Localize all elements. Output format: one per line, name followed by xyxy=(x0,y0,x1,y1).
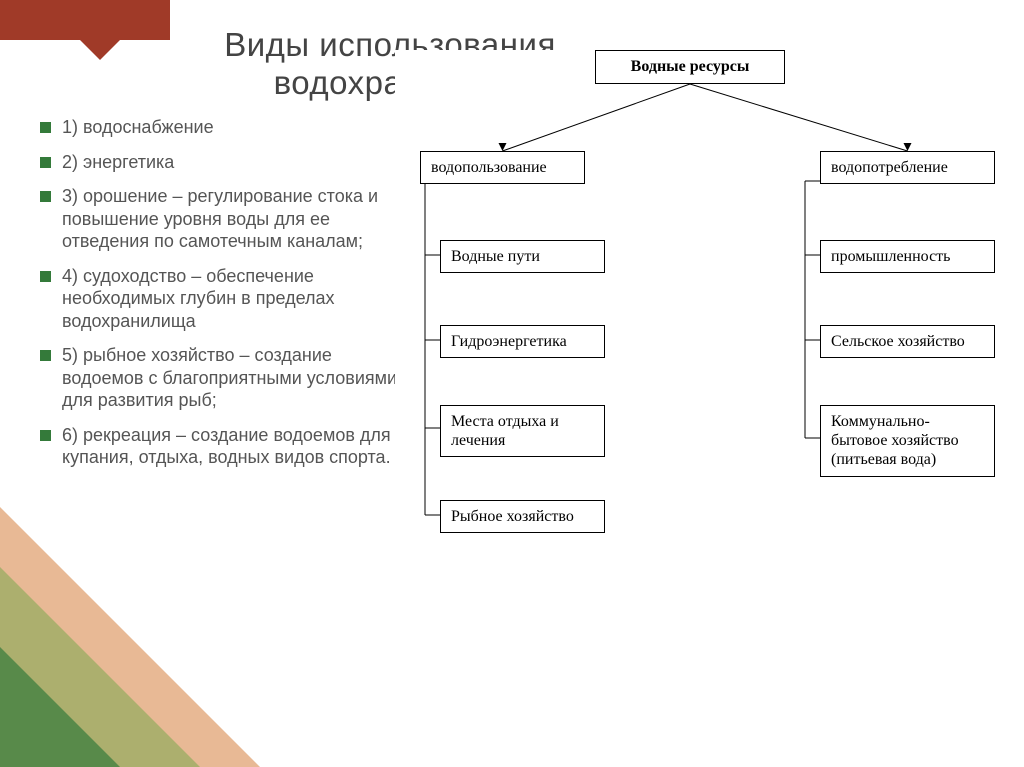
diagram-node-u1: Водные пути xyxy=(440,240,605,273)
list-item: 2) энергетика xyxy=(40,145,410,180)
uses-list: 1) водоснабжение2) энергетика3) орошение… xyxy=(40,110,410,475)
decorative-corner-bottom xyxy=(0,507,260,767)
diagram-node-use: водопользование xyxy=(420,151,585,184)
diagram-node-cons: водопотребление xyxy=(820,151,995,184)
list-item: 3) орошение – регулирование стока и повы… xyxy=(40,179,410,259)
water-resources-diagram: Водные ресурсы водопользование водопотребл… xyxy=(395,50,1015,720)
diagram-node-c3: Коммунально-бытовое хозяйство (питьевая … xyxy=(820,405,995,477)
list-item: 5) рыбное хозяйство – создание водоемов … xyxy=(40,338,410,418)
diagram-node-u4: Рыбное хозяйство xyxy=(440,500,605,533)
diagram-node-root: Водные ресурсы xyxy=(595,50,785,84)
diagram-node-u3: Места отдыха и лечения xyxy=(440,405,605,457)
diagram-node-u2: Гидроэнергетика xyxy=(440,325,605,358)
list-item: 1) водоснабжение xyxy=(40,110,410,145)
list-item: 4) судоходство – обеспечение необходимых… xyxy=(40,259,410,339)
list-item: 6) рекреация – создание водоемов для куп… xyxy=(40,418,410,475)
diagram-node-c2: Сельское хозяйство xyxy=(820,325,995,358)
diagram-node-c1: промышленность xyxy=(820,240,995,273)
